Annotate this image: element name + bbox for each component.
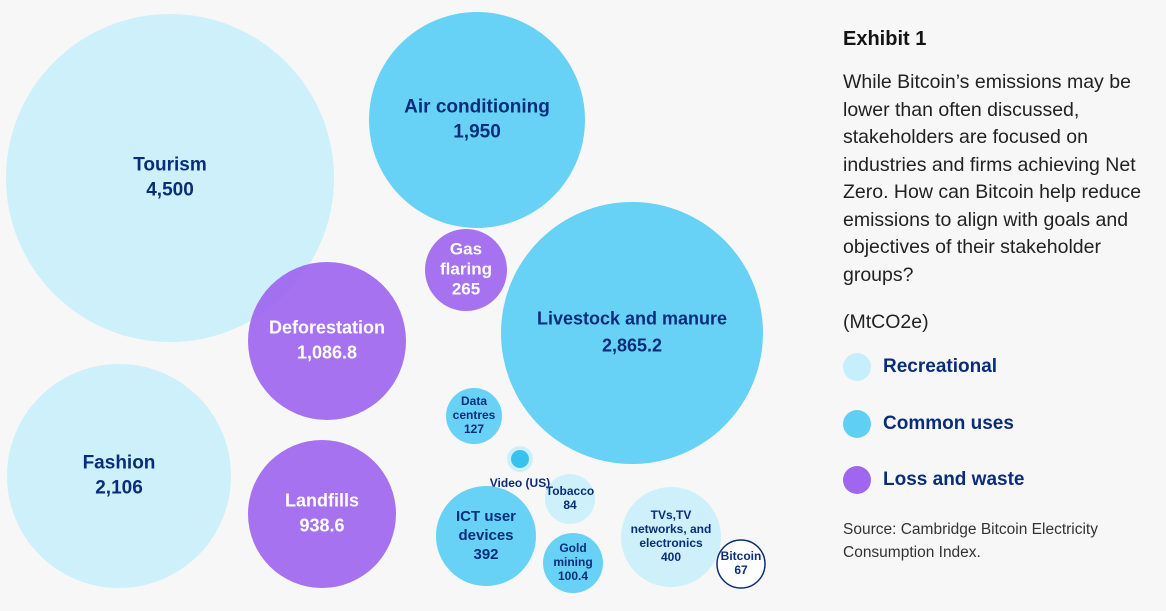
bubble-label-video-us: Video (US) [490, 476, 550, 490]
bubble-name-line: Livestock and manure [537, 308, 727, 328]
bubble-name-line: centres [453, 408, 496, 422]
exhibit-title: Exhibit 1 [843, 28, 927, 50]
bubble-name-line: mining [553, 555, 592, 569]
bubble-circle-tourism [6, 14, 334, 342]
legend-label-recreational: Recreational [883, 356, 998, 377]
bubble-landfills: Landfills 938.6 [248, 440, 396, 588]
bubble-name-line: electronics [639, 536, 703, 550]
bubble-gold-mining: Gold mining 100.4 [543, 533, 603, 593]
bubble-circle-ict-user-devices [436, 486, 536, 586]
legend: Recreational Common uses Loss and waste [843, 352, 1158, 495]
bubble-value-tourism: 4,500 [146, 180, 194, 201]
bubble-circle-fashion [7, 364, 231, 588]
bubble-tvs-tv-networks-and-electronics: TVs,TV networks, and electronics 400 [621, 487, 721, 587]
legend-item-common-uses: Common uses [843, 409, 1158, 439]
bubble-gas-flaring: Gas flaring 265 [425, 229, 507, 311]
bubble-deforestation: Deforestation 1,086.8 [248, 262, 406, 420]
bubble-name-line: Air conditioning [404, 97, 550, 118]
bubble-value-tvs-tv-networks-and-electronics: 400 [661, 550, 681, 564]
legend-item-loss-and-waste: Loss and waste [843, 465, 1158, 495]
bubble-circle-livestock-and-manure [501, 202, 763, 464]
bubble-value-deforestation: 1,086.8 [297, 342, 357, 362]
legend-swatch-recreational [843, 353, 871, 381]
bubble-circle-deforestation [248, 262, 406, 420]
bubble-ict-user-devices: ICT user devices 392 [436, 486, 536, 586]
bubble-value-landfills: 938.6 [299, 515, 344, 535]
bubble-circle-tvs-tv-networks-and-electronics [621, 487, 721, 587]
bubble-circle-air-conditioning [369, 12, 585, 228]
bubble-circle-gold-mining [543, 533, 603, 593]
bubble-label-gas-flaring: Gas flaring 265 [440, 239, 492, 298]
bubble-label-air-conditioning: Air conditioning 1,950 [404, 97, 550, 143]
bubble-value-gold-mining: 100.4 [558, 569, 588, 583]
source-note: Source: Cambridge Bitcoin Electricity Co… [843, 520, 1098, 561]
legend-label-loss-and-waste: Loss and waste [883, 469, 1025, 490]
bubble-value-fashion: 2,106 [95, 478, 143, 499]
bubble-circle-bitcoin [716, 539, 766, 589]
bubble-label-tvs-tv-networks-and-electronics: TVs,TV networks, and electronics 400 [631, 508, 712, 564]
bubble-label-livestock-and-manure: Livestock and manure 2,865.2 [537, 308, 727, 355]
bubble-circle-gas-flaring [425, 229, 507, 311]
bubble-name-line: Tobacco [546, 484, 594, 498]
bubble-tobacco: Tobacco 84 [545, 474, 595, 524]
bubble-name-line: Bitcoin [721, 549, 762, 563]
bubble-label-tobacco: Tobacco 84 [546, 484, 594, 512]
bubble-bitcoin: Bitcoin 67 [716, 539, 766, 589]
bubble-livestock-and-manure: Livestock and manure 2,865.2 [501, 202, 763, 464]
bubble-label-deforestation: Deforestation 1,086.8 [269, 317, 385, 362]
exhibit-description: While Bitcoin’s emissions may be lower t… [843, 71, 1142, 286]
bubble-value-tobacco: 84 [563, 498, 577, 512]
bubble-value-gas-flaring: 265 [452, 279, 480, 298]
bubble-name-line: ICT user [456, 508, 516, 525]
bubble-name-line: networks, and [631, 522, 712, 536]
bubble-label-landfills: Landfills 938.6 [285, 490, 359, 535]
bubble-label-ict-user-devices: ICT user devices 392 [456, 508, 516, 563]
bubble-circle-tobacco [545, 474, 595, 524]
bubble-label-data-centres: Data centres 127 [453, 394, 496, 436]
bubble-inner-dot-video-us [511, 450, 529, 468]
bubble-name-line: Data [461, 394, 487, 408]
bubble-circle-landfills [248, 440, 396, 588]
bubble-name-line: Deforestation [269, 317, 385, 337]
bubble-value-data-centres: 127 [464, 422, 484, 436]
info-panel: Exhibit 1 While Bitcoin’s emissions may … [843, 28, 1158, 564]
bubble-name-line: TVs,TV [651, 508, 692, 522]
bubble-value-air-conditioning: 1,950 [453, 122, 501, 143]
bubble-name-line: Landfills [285, 490, 359, 510]
legend-label-common-uses: Common uses [883, 412, 1014, 434]
bubble-label-fashion: Fashion 2,106 [83, 453, 156, 499]
bubble-circle-data-centres [446, 388, 502, 444]
bubble-video-us: Video (US) [490, 446, 550, 490]
bubble-tourism: Tourism 4,500 [6, 14, 334, 342]
bubble-name-line: Fashion [83, 453, 156, 474]
bubble-fashion: Fashion 2,106 [7, 364, 231, 588]
bubble-chart: Tourism 4,500 Air conditioning 1,950 Livesto… [6, 12, 766, 593]
bubble-label-gold-mining: Gold mining 100.4 [553, 541, 592, 583]
bubble-value-ict-user-devices: 392 [473, 546, 498, 563]
bubble-name-line: Gas [450, 239, 482, 258]
bubble-data-centres: Data centres 127 [446, 388, 502, 444]
bubble-value-bitcoin: 67 [734, 563, 748, 577]
bubble-label-tourism: Tourism 4,500 [133, 155, 207, 201]
bubble-name-line: devices [458, 527, 513, 544]
legend-item-recreational: Recreational [843, 352, 1158, 382]
bubble-name-line: Video (US) [490, 476, 550, 490]
bubble-value-livestock-and-manure: 2,865.2 [602, 335, 662, 355]
bubble-name-line: Tourism [133, 155, 207, 176]
legend-swatch-common-uses [843, 409, 871, 438]
units-label: (MtCO2e) [843, 311, 929, 333]
bubble-air-conditioning: Air conditioning 1,950 [369, 12, 585, 228]
bubble-name-line: Gold [559, 541, 586, 555]
legend-swatch-loss-and-waste [843, 466, 871, 494]
bubble-label-bitcoin: Bitcoin 67 [721, 549, 762, 577]
bubble-name-line: flaring [440, 259, 492, 278]
